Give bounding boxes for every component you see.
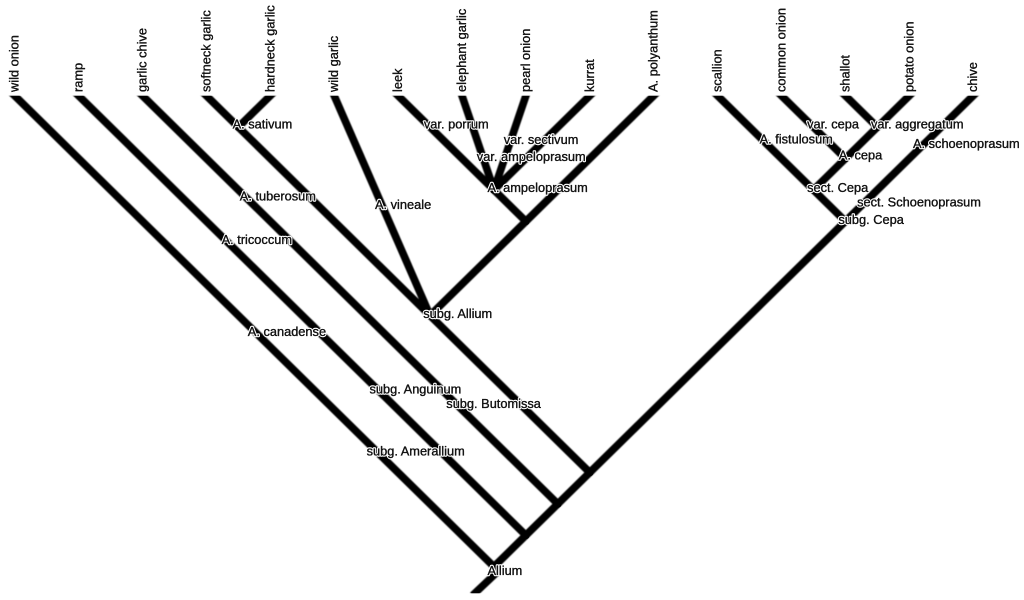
svg-text:elephant garlic: elephant garlic [454, 8, 469, 92]
svg-text:subg. Anguinum: subg. Anguinum [370, 382, 462, 397]
svg-text:potato onion: potato onion [901, 22, 916, 92]
svg-text:common onion: common onion [774, 8, 789, 92]
svg-text:ramp: ramp [71, 63, 86, 92]
svg-text:subg. Cepa: subg. Cepa [838, 212, 904, 227]
svg-text:A. cepa: A. cepa [839, 148, 883, 163]
svg-text:sect. Schoenoprasum: sect. Schoenoprasum [857, 194, 981, 209]
svg-text:elephant garlic: elephant garlic [454, 8, 469, 92]
svg-text:A. polyanthum: A. polyanthum [646, 10, 661, 92]
svg-text:A. fistulosum: A. fistulosum [760, 132, 833, 147]
svg-text:var. ampeloprasum: var. ampeloprasum [477, 149, 586, 164]
svg-text:subg. Allium: subg. Allium [423, 306, 492, 321]
svg-text:softneck garlic: softneck garlic [198, 10, 213, 92]
svg-text:var. aggregatum: var. aggregatum [871, 117, 963, 132]
svg-text:potato onion: potato onion [901, 22, 916, 92]
svg-text:sect. Cepa: sect. Cepa [807, 180, 869, 195]
svg-text:scallion: scallion [710, 49, 725, 92]
svg-text:subg. Butomissa: subg. Butomissa [446, 396, 541, 411]
svg-text:scallion: scallion [710, 49, 725, 92]
svg-text:subg. Amerallium: subg. Amerallium [367, 444, 465, 459]
svg-text:A. canadense: A. canadense [248, 324, 326, 339]
svg-text:var. aggregatum: var. aggregatum [871, 117, 963, 132]
svg-text:leek: leek [390, 68, 405, 92]
svg-text:A. schoenoprasum: A. schoenoprasum [913, 136, 1020, 151]
svg-text:var. cepa: var. cepa [807, 117, 860, 132]
svg-text:A. tuberosum: A. tuberosum [240, 188, 316, 203]
svg-text:kurrat: kurrat [582, 59, 597, 92]
svg-text:A. cepa: A. cepa [839, 148, 883, 163]
svg-text:A. tuberosum: A. tuberosum [240, 188, 316, 203]
svg-text:subg. Butomissa: subg. Butomissa [446, 396, 541, 411]
svg-text:A. vineale: A. vineale [375, 197, 431, 212]
svg-text:wild onion: wild onion [7, 35, 22, 93]
svg-text:var. porrum: var. porrum [424, 116, 489, 131]
svg-text:wild onion: wild onion [7, 35, 22, 93]
svg-text:pearl onion: pearl onion [518, 29, 533, 92]
svg-text:chive: chive [965, 62, 980, 92]
svg-text:subg. Allium: subg. Allium [423, 306, 492, 321]
svg-text:softneck garlic: softneck garlic [198, 10, 213, 92]
svg-text:subg. Amerallium: subg. Amerallium [367, 444, 465, 459]
svg-text:sect. Schoenoprasum: sect. Schoenoprasum [857, 194, 981, 209]
svg-text:var. sectivum: var. sectivum [504, 132, 579, 147]
svg-text:leek: leek [390, 68, 405, 92]
svg-text:A. fistulosum: A. fistulosum [760, 132, 833, 147]
svg-text:common onion: common onion [774, 8, 789, 92]
svg-text:Allium: Allium [488, 563, 523, 578]
svg-text:A. ampeloprasum: A. ampeloprasum [488, 180, 588, 195]
svg-text:garlic chive: garlic chive [135, 28, 150, 92]
svg-text:garlic chive: garlic chive [135, 28, 150, 92]
svg-text:A. sativum: A. sativum [233, 116, 293, 131]
svg-text:Allium: Allium [488, 563, 523, 578]
svg-text:A. canadense: A. canadense [248, 324, 326, 339]
svg-text:subg. Anguinum: subg. Anguinum [370, 382, 462, 397]
svg-text:kurrat: kurrat [582, 59, 597, 92]
svg-text:var. ampeloprasum: var. ampeloprasum [477, 149, 586, 164]
svg-text:subg. Cepa: subg. Cepa [838, 212, 904, 227]
svg-text:shallot: shallot [837, 55, 852, 92]
svg-text:hardneck garlic: hardneck garlic [262, 5, 277, 92]
svg-text:wild garlic: wild garlic [326, 35, 341, 93]
svg-text:A. vineale: A. vineale [375, 197, 431, 212]
svg-text:sect. Cepa: sect. Cepa [807, 180, 869, 195]
svg-text:var. cepa: var. cepa [807, 117, 860, 132]
svg-text:chive: chive [965, 62, 980, 92]
svg-text:pearl onion: pearl onion [518, 29, 533, 92]
svg-text:A. ampeloprasum: A. ampeloprasum [488, 180, 588, 195]
svg-text:var. sectivum: var. sectivum [504, 132, 579, 147]
svg-text:A. schoenoprasum: A. schoenoprasum [913, 136, 1020, 151]
svg-text:hardneck garlic: hardneck garlic [262, 5, 277, 92]
svg-text:A. sativum: A. sativum [233, 116, 293, 131]
svg-text:A. tricoccum: A. tricoccum [222, 232, 292, 247]
svg-text:shallot: shallot [837, 55, 852, 92]
svg-text:ramp: ramp [71, 63, 86, 92]
svg-text:wild garlic: wild garlic [326, 35, 341, 93]
svg-text:var. porrum: var. porrum [424, 116, 489, 131]
svg-text:A. polyanthum: A. polyanthum [646, 10, 661, 92]
svg-text:A. tricoccum: A. tricoccum [222, 232, 292, 247]
